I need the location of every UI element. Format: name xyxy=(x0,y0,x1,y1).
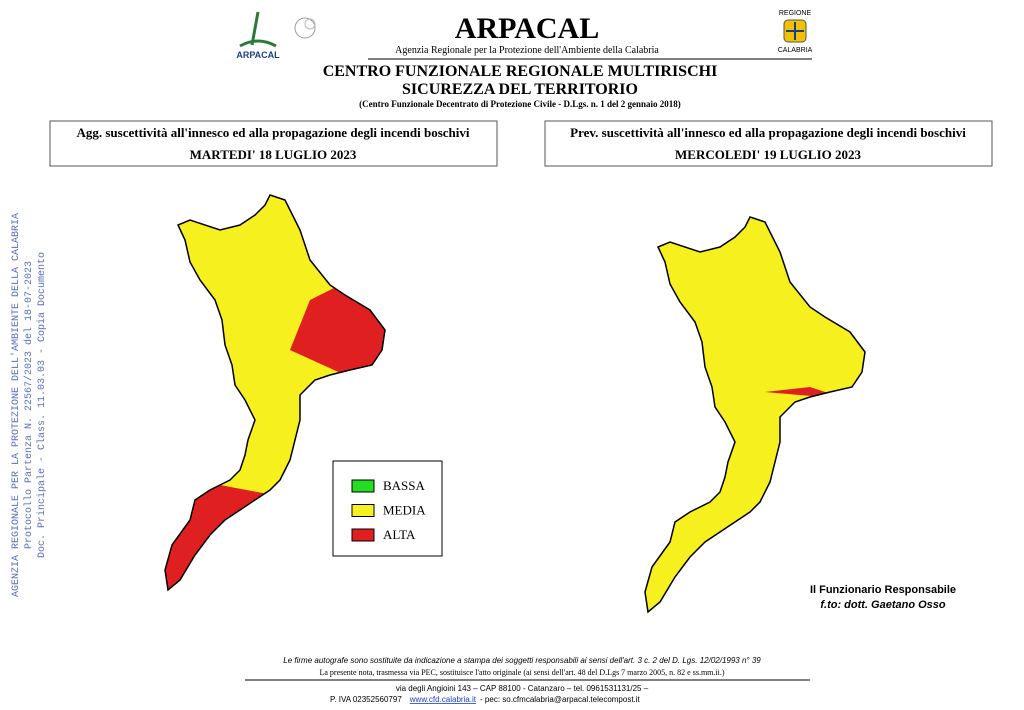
stamp-line: Doc. Principale - Class. 11.03.03 - Copi… xyxy=(36,252,48,558)
pec: - pec: so.cfmcalabria@arpacal.telecompos… xyxy=(480,695,641,704)
panel-date: MARTEDI' 18 LUGLIO 2023 xyxy=(190,147,357,162)
legend-swatch xyxy=(352,480,374,492)
panel-date: MERCOLEDI' 19 LUGLIO 2023 xyxy=(675,147,861,162)
legend-swatch xyxy=(352,529,374,541)
legend-label: ALTA xyxy=(383,527,416,542)
header-title: ARPACAL xyxy=(455,12,599,45)
footer-contacts: P. IVA 02352560797 www.cfd.calabria.it- p… xyxy=(330,695,641,704)
legend-swatch xyxy=(352,505,374,517)
stamp-line: Protocollo Partenza N. 22567/2023 del 18… xyxy=(23,261,35,549)
centre-title: CENTRO FUNZIONALE REGIONALE MULTIRISCHI xyxy=(323,63,718,80)
footer-address: via degli Angioini 143 – CAP 88100 - Cat… xyxy=(396,684,649,693)
signature-role: Il Funzionario Responsabile xyxy=(810,584,956,596)
header-subtitle: Agenzia Regionale per la Protezione dell… xyxy=(395,45,659,56)
legend-label: BASSA xyxy=(383,478,426,493)
region-crest xyxy=(784,20,806,42)
footer-line: La presente nota, trasmessa via PEC, sos… xyxy=(319,668,724,677)
signature-name: f.to: dott. Gaetano Osso xyxy=(820,599,946,611)
panel-heading: Prev. suscettività all'innesco ed alla p… xyxy=(570,125,966,140)
website-link[interactable]: www.cfd.calabria.it xyxy=(409,695,477,704)
stamp-line: AGENZIA REGIONALE PER LA PROTEZIONE DELL… xyxy=(10,213,22,597)
logo-text: ARPACAL xyxy=(236,50,280,60)
footer-line: Le firme autografe sono sostituite da in… xyxy=(283,656,761,665)
legend-label: MEDIA xyxy=(383,503,426,518)
panel-heading: Agg. suscettività all'innesco ed alla pr… xyxy=(76,125,469,140)
centre-note: (Centro Funzionale Decentrato di Protezi… xyxy=(359,99,681,109)
region-top: REGIONE xyxy=(779,10,812,17)
centre-sub: SICUREZZA DEL TERRITORIO xyxy=(402,81,638,98)
region-bottom: CALABRIA xyxy=(778,47,813,54)
vat: P. IVA 02352560797 xyxy=(330,695,402,704)
